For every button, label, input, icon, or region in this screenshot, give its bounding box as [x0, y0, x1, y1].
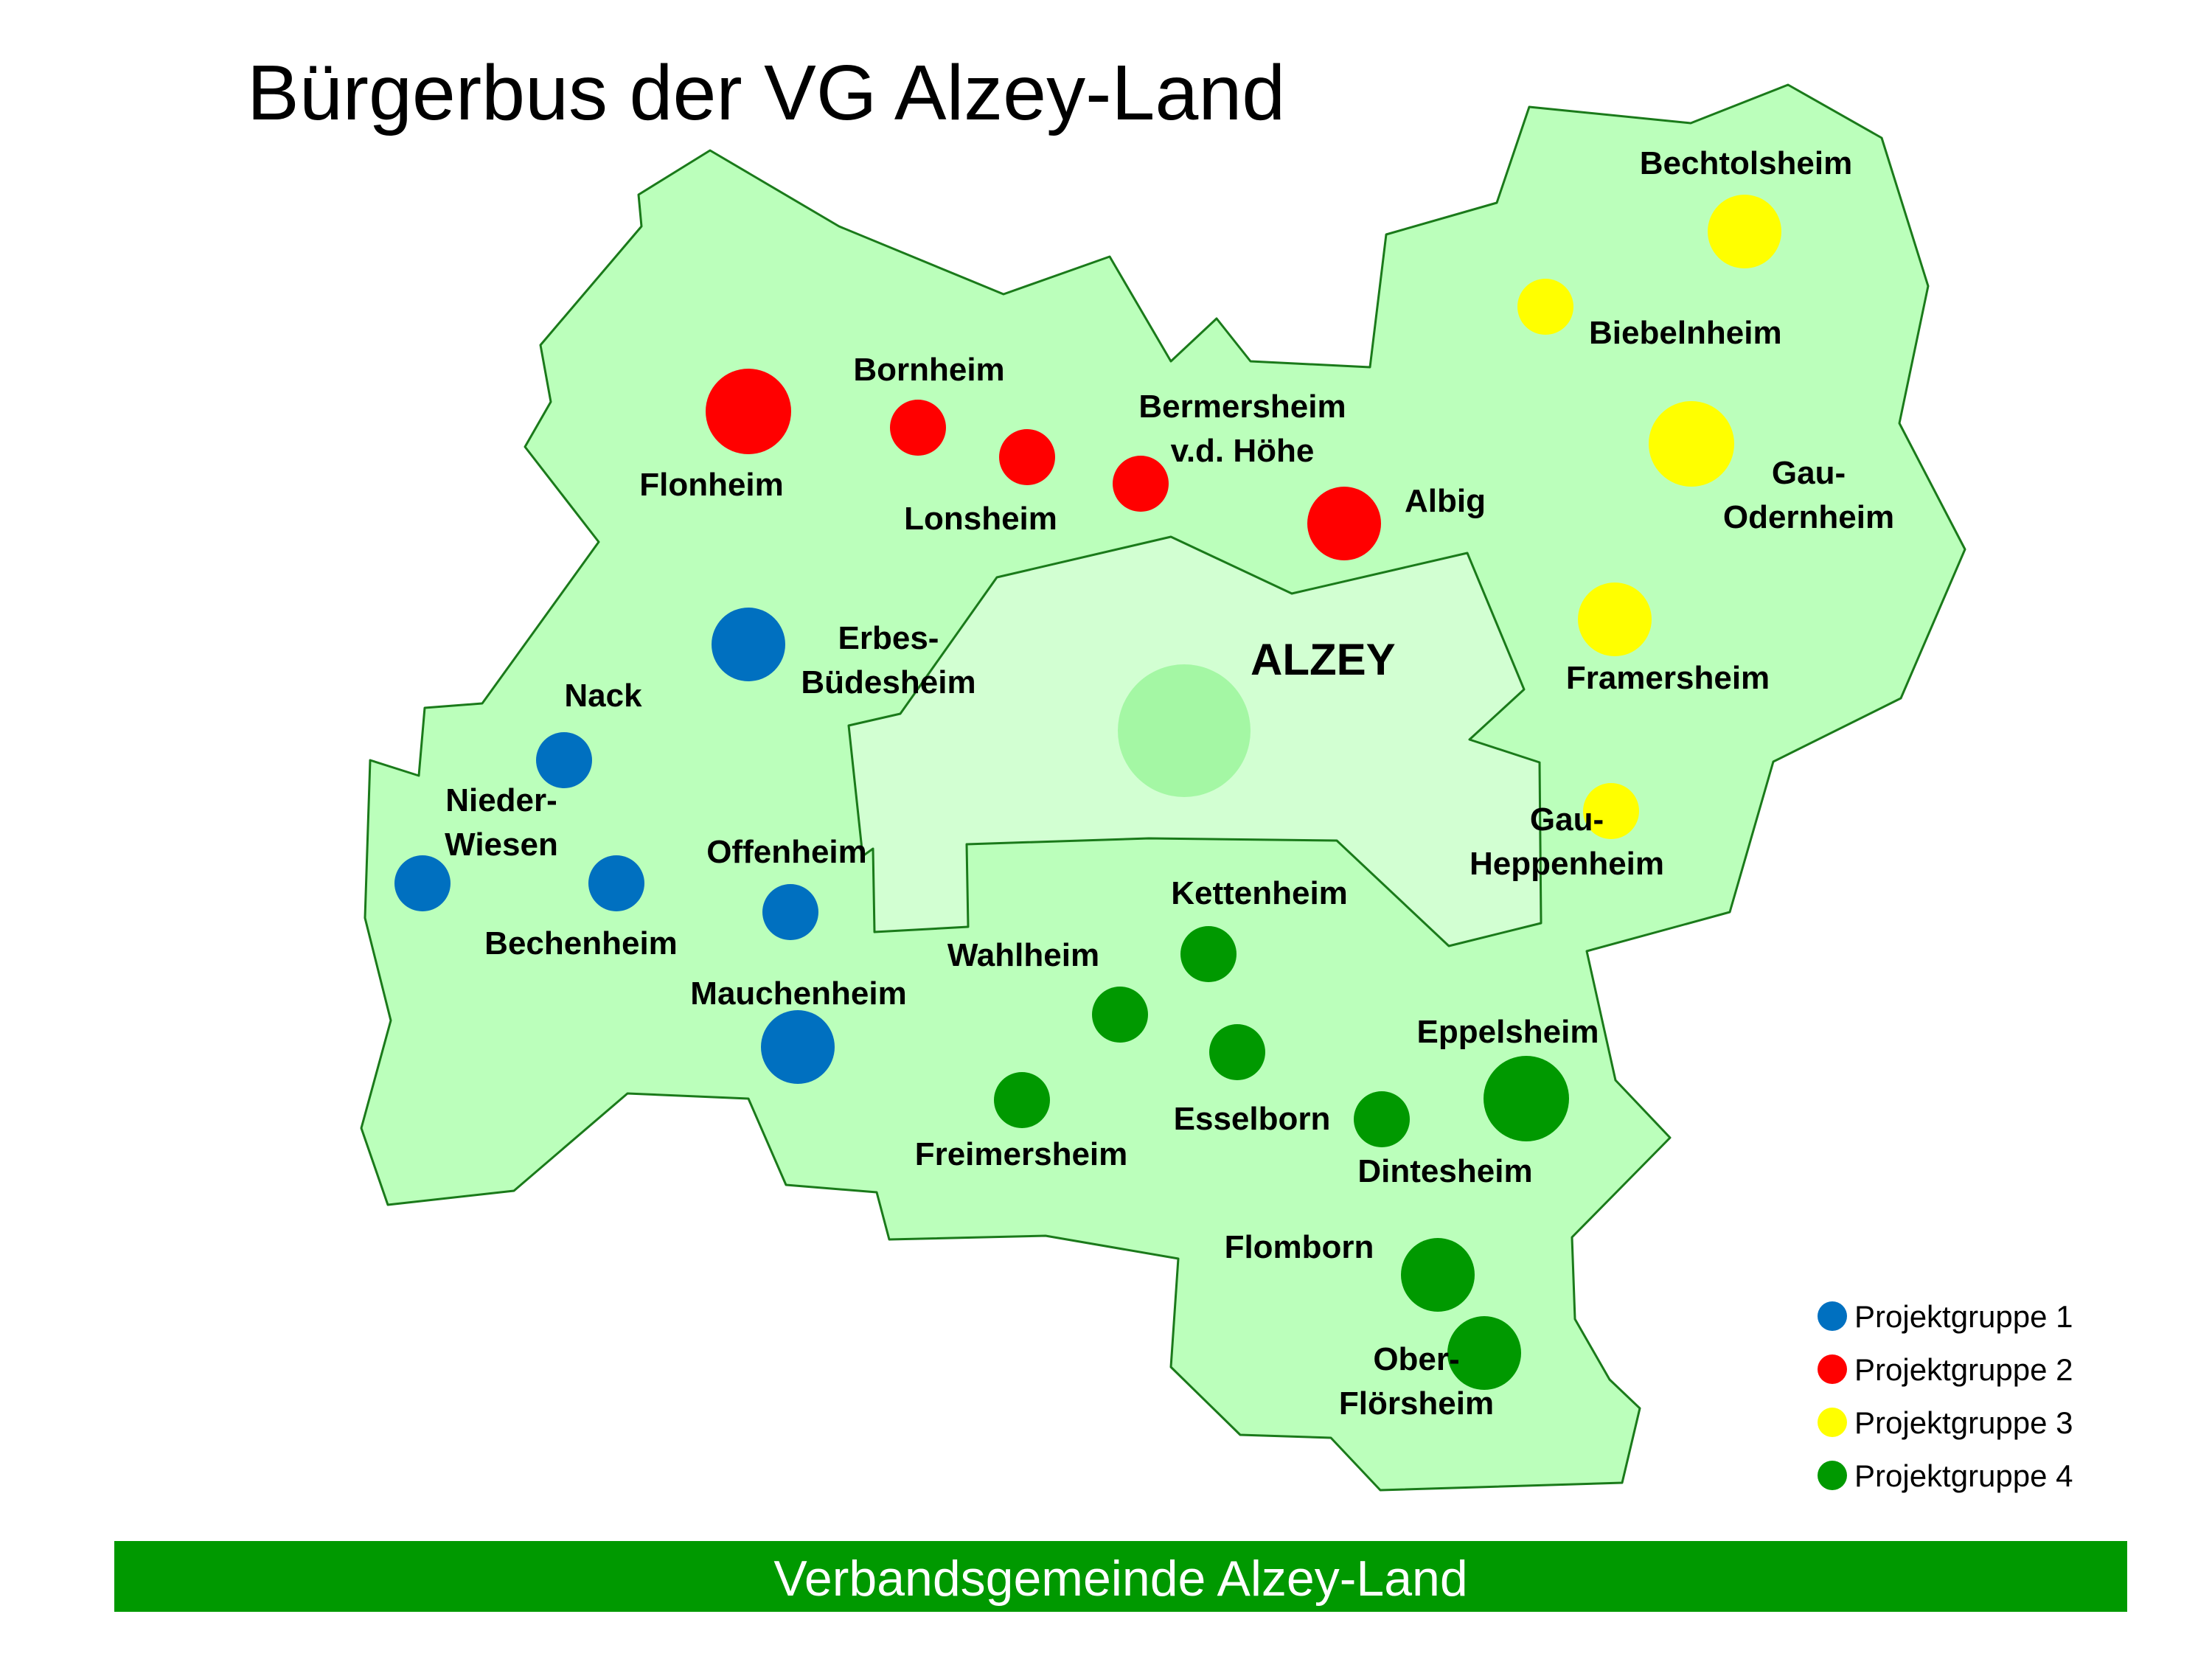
place-label-flonheim: Flonheim: [639, 467, 784, 503]
page-title: Bürgerbus der VG Alzey-Land: [247, 49, 1285, 136]
place-marker-offenheim: [762, 884, 818, 940]
place-label-line: v.d. Höhe: [1171, 433, 1315, 469]
place-label-wahlheim: Wahlheim: [947, 937, 1099, 973]
place-label-line: Wahlheim: [947, 937, 1099, 973]
place-marker-bechtolsheim: [1708, 195, 1781, 268]
place-marker-freimersheim: [994, 1072, 1050, 1128]
place-label-line: Flörsheim: [1339, 1385, 1494, 1422]
place-marker-framersheim: [1578, 582, 1652, 656]
place-label-line: Gau-: [1772, 455, 1846, 491]
place-label-bechtolsheim: Bechtolsheim: [1640, 145, 1853, 181]
place-label-eppelsheim: Eppelsheim: [1417, 1014, 1599, 1050]
legend-dot-group-4: [1818, 1461, 1847, 1490]
place-label-line: Albig: [1405, 483, 1486, 519]
place-label-line: Kettenheim: [1171, 875, 1348, 911]
place-label-esselborn: Esselborn: [1174, 1101, 1331, 1137]
place-label-nieder-wiesen: Nieder- Wiesen: [445, 782, 558, 863]
place-marker-nieder-wiesen: [394, 855, 451, 911]
place-label-erbes-buedesheim: Erbes- Büdesheim: [801, 620, 975, 700]
place-label-line: Nieder-: [445, 782, 557, 818]
place-marker-esselborn: [1209, 1024, 1265, 1080]
place-label-gau-odernheim: Gau- Odernheim: [1723, 455, 1894, 535]
place-marker-gau-heppenheim: [1583, 783, 1639, 839]
place-labels: Flonheim Bornheim Lonsheim Bermersheim v.d. …: [445, 145, 1894, 1422]
place-label-gau-heppenheim: Gau- Heppenheim: [1470, 801, 1664, 882]
place-label-bermersheim: Bermersheim v.d. Höhe: [1138, 389, 1346, 469]
place-marker-flomborn: [1401, 1238, 1475, 1312]
place-label-bornheim: Bornheim: [853, 352, 1004, 388]
place-label-line: Mauchenheim: [690, 975, 906, 1012]
place-label-line: Bechtolsheim: [1640, 145, 1853, 181]
place-label-line: Wiesen: [445, 827, 558, 863]
place-label-line: Biebelnheim: [1589, 315, 1782, 351]
place-marker-eppelsheim: [1484, 1056, 1569, 1141]
place-label-line: Bermersheim: [1138, 389, 1346, 425]
place-label-framersheim: Framersheim: [1566, 660, 1770, 696]
place-label-line: Odernheim: [1723, 499, 1894, 535]
place-label-offenheim: Offenheim: [706, 834, 867, 870]
legend-dot-group-3: [1818, 1408, 1847, 1437]
place-label-flomborn: Flomborn: [1225, 1229, 1374, 1265]
place-label-line: Offenheim: [706, 834, 867, 870]
place-label-ober-floersheim: Ober- Flörsheim: [1339, 1341, 1494, 1422]
place-label-line: Erbes-: [838, 620, 939, 656]
alzey-city-marker: [1118, 664, 1251, 797]
footer-bar: [114, 1541, 2127, 1612]
place-marker-bechenheim: [588, 855, 644, 911]
place-label-line: Bornheim: [853, 352, 1004, 388]
place-label-line: Flonheim: [639, 467, 784, 503]
legend-label-group-3: Projektgruppe 3: [1854, 1405, 2073, 1440]
alzey-city-label: ALZEY: [1251, 635, 1396, 684]
place-label-nack: Nack: [564, 678, 642, 714]
place-label-line: Heppenheim: [1470, 846, 1664, 882]
place-markers: [394, 195, 1781, 1390]
place-label-albig: Albig: [1405, 483, 1486, 519]
place-label-line: Freimersheim: [915, 1136, 1128, 1172]
place-label-line: Gau-: [1530, 801, 1604, 838]
place-label-line: Esselborn: [1174, 1101, 1331, 1137]
place-label-mauchenheim: Mauchenheim: [690, 975, 906, 1012]
place-label-line: Eppelsheim: [1417, 1014, 1599, 1050]
place-label-freimersheim: Freimersheim: [915, 1136, 1128, 1172]
place-marker-biebelnheim: [1517, 279, 1573, 335]
footer-label: Verbandsgemeinde Alzey-Land: [773, 1551, 1467, 1607]
place-marker-dintesheim: [1354, 1091, 1410, 1147]
place-label-line: Bechenheim: [484, 925, 678, 961]
place-label-line: Büdesheim: [801, 664, 975, 700]
place-marker-albig: [1307, 487, 1381, 560]
place-label-line: Framersheim: [1566, 660, 1770, 696]
place-label-line: Lonsheim: [904, 501, 1057, 537]
place-label-lonsheim: Lonsheim: [904, 501, 1057, 537]
place-marker-erbes-buedesheim: [712, 608, 785, 681]
place-marker-mauchenheim: [761, 1010, 835, 1084]
place-marker-ober-floersheim: [1447, 1316, 1521, 1390]
place-marker-gau-odernheim: [1649, 401, 1734, 487]
place-marker-flonheim: [706, 369, 791, 454]
place-marker-kettenheim: [1180, 926, 1237, 982]
place-label-line: Dintesheim: [1357, 1153, 1532, 1189]
place-label-line: Nack: [564, 678, 642, 714]
place-marker-wahlheim: [1092, 987, 1148, 1043]
legend-label-group-2: Projektgruppe 2: [1854, 1352, 2073, 1387]
place-label-line: Flomborn: [1225, 1229, 1374, 1265]
place-marker-bermersheim: [1113, 456, 1169, 512]
place-marker-bornheim: [890, 400, 946, 456]
legend: Projektgruppe 1 Projektgruppe 2 Projektgru…: [1818, 1299, 2073, 1493]
place-label-dintesheim: Dintesheim: [1357, 1153, 1532, 1189]
place-label-bechenheim: Bechenheim: [484, 925, 678, 961]
legend-dot-group-2: [1818, 1354, 1847, 1384]
legend-label-group-4: Projektgruppe 4: [1854, 1458, 2073, 1493]
legend-label-group-1: Projektgruppe 1: [1854, 1299, 2073, 1334]
place-label-kettenheim: Kettenheim: [1171, 875, 1348, 911]
place-marker-lonsheim: [999, 429, 1055, 485]
legend-dot-group-1: [1818, 1301, 1847, 1331]
place-marker-nack: [536, 732, 592, 788]
place-label-biebelnheim: Biebelnheim: [1589, 315, 1782, 351]
place-label-line: Ober-: [1373, 1341, 1459, 1377]
